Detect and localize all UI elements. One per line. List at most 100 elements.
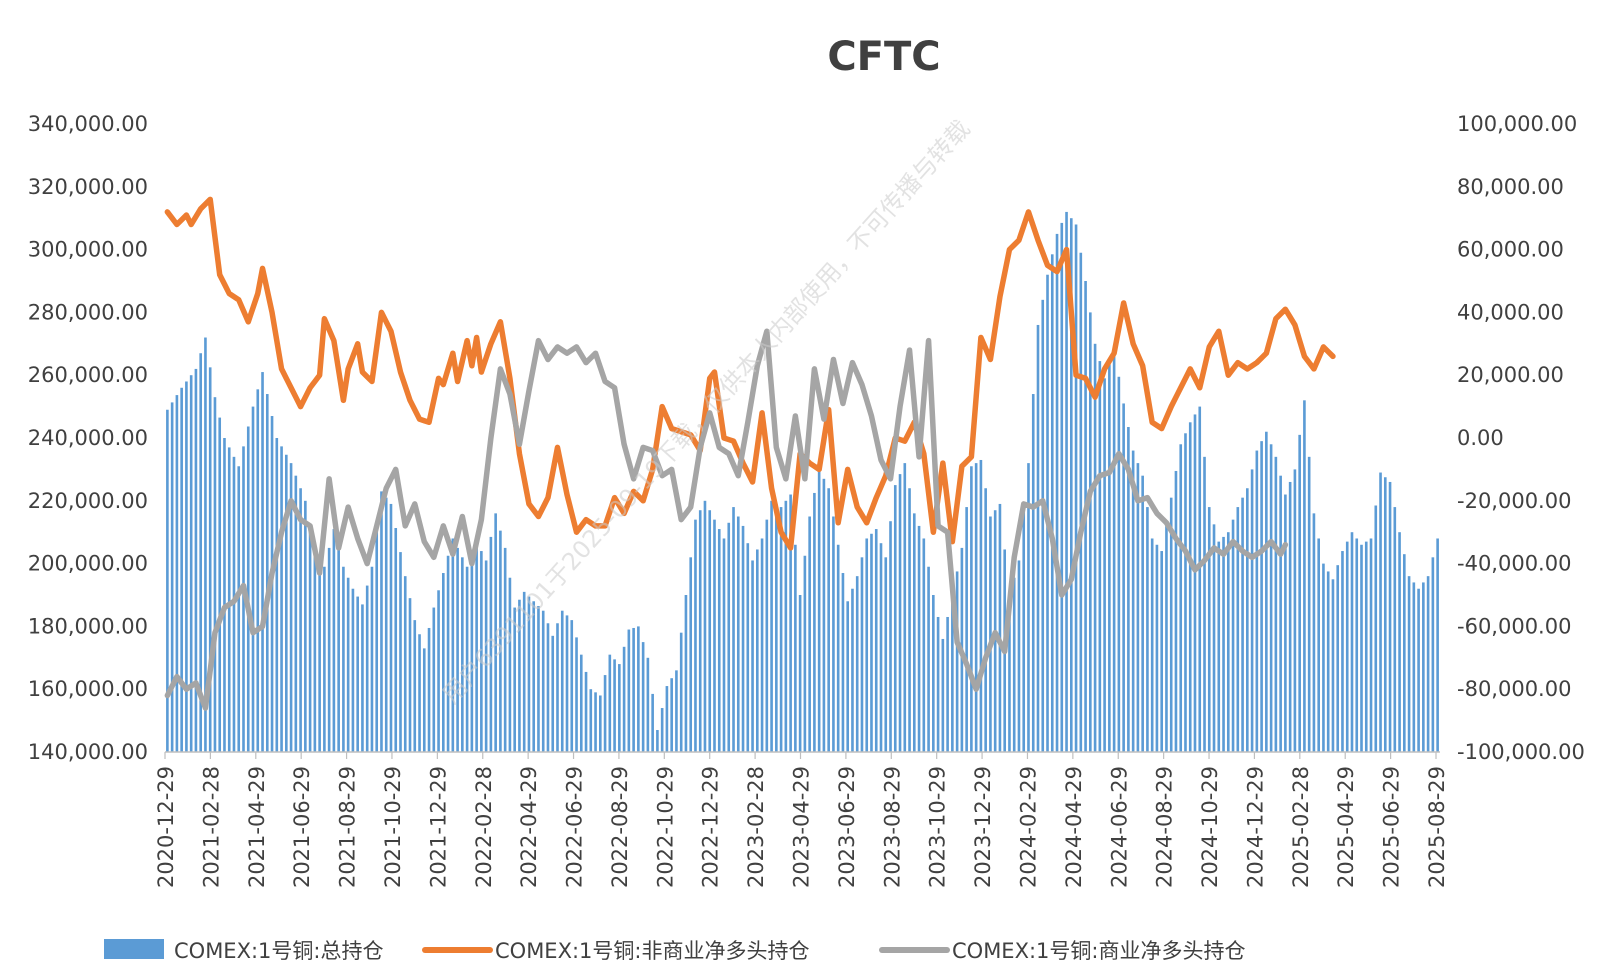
bar	[208, 367, 212, 752]
bar	[532, 601, 536, 752]
bar	[836, 544, 840, 752]
bar	[665, 686, 669, 752]
bar	[1426, 576, 1430, 752]
bar	[1412, 582, 1416, 752]
bar	[584, 671, 588, 752]
bar	[384, 497, 388, 752]
y-right-tick-label: 40,000.00	[1457, 300, 1564, 324]
x-tick-label: 2022-02-28	[472, 766, 496, 888]
bar	[879, 543, 883, 752]
bar	[1341, 551, 1344, 752]
bar	[1198, 406, 1202, 752]
legend-label: COMEX:1号铜:商业净多头持仓	[952, 939, 1245, 963]
bar	[736, 516, 740, 752]
bar	[1155, 544, 1159, 752]
bar	[251, 406, 255, 752]
x-tick-label: 2024-02-29	[1016, 766, 1040, 888]
bar	[632, 627, 635, 752]
bar	[1355, 538, 1359, 752]
bar	[694, 519, 697, 752]
x-tick-label: 2024-06-29	[1107, 766, 1131, 888]
y-right-tick-label: -80,000.00	[1457, 677, 1571, 701]
x-tick-label: 2022-10-29	[653, 766, 677, 888]
y-left-tick-label: 280,000.00	[28, 300, 148, 324]
bar	[1336, 565, 1340, 752]
bar	[756, 549, 759, 752]
bar	[1089, 312, 1092, 752]
bar	[865, 538, 869, 752]
bar	[1307, 456, 1311, 752]
y-right-tick-label: -20,000.00	[1457, 489, 1571, 513]
y-left-tick-label: 180,000.00	[28, 614, 148, 638]
bar	[1112, 350, 1116, 752]
bar	[170, 402, 174, 752]
bar	[1207, 507, 1211, 752]
bar	[803, 555, 807, 752]
bar	[323, 566, 326, 752]
bar	[851, 588, 854, 752]
x-tick-label: 2022-04-29	[517, 766, 541, 888]
bar	[418, 634, 421, 752]
bar	[1203, 456, 1206, 752]
bar	[394, 528, 398, 752]
chart-title: CFTC	[827, 34, 940, 80]
bar	[1160, 551, 1163, 752]
bar	[1312, 513, 1316, 752]
bar	[494, 513, 497, 752]
bar	[1169, 497, 1173, 752]
bar	[1403, 554, 1406, 752]
bar	[751, 560, 754, 752]
bar	[1350, 532, 1354, 752]
bar	[784, 500, 788, 752]
bar	[370, 566, 374, 752]
y-left-tick-label: 160,000.00	[28, 677, 148, 701]
bar	[408, 598, 412, 752]
bar	[1131, 450, 1135, 752]
bar	[1060, 222, 1064, 752]
line-series	[164, 196, 1336, 711]
x-tick-label: 2021-12-29	[426, 766, 450, 888]
bar	[356, 596, 359, 752]
bar	[1008, 595, 1011, 752]
bar	[594, 692, 597, 752]
bar	[346, 577, 350, 752]
bar	[537, 605, 540, 752]
bar	[1345, 541, 1349, 752]
bar	[1322, 563, 1325, 752]
bar	[713, 519, 716, 752]
bar	[327, 547, 331, 752]
bar	[294, 475, 298, 752]
bar	[1065, 211, 1068, 753]
bar	[703, 500, 707, 752]
bar	[827, 488, 830, 752]
bar	[622, 646, 626, 752]
bar	[860, 557, 864, 752]
bar	[1241, 497, 1244, 752]
bar	[855, 576, 859, 752]
bar	[399, 552, 402, 752]
x-tick-label: 2022-08-29	[608, 766, 632, 888]
bar	[727, 522, 731, 752]
legend-swatch	[104, 939, 164, 959]
bar	[670, 678, 673, 752]
bar	[1326, 571, 1330, 752]
bar	[308, 524, 312, 752]
bar	[927, 566, 930, 752]
x-tick-label: 2024-04-29	[1062, 766, 1086, 888]
y-right-tick-label: -40,000.00	[1457, 552, 1571, 576]
bar	[456, 547, 459, 752]
bar	[579, 654, 583, 752]
bar	[189, 375, 193, 752]
commercial-net-long-line	[164, 328, 1289, 711]
bar	[874, 529, 878, 752]
bar	[1222, 536, 1225, 752]
legend-label: COMEX:1号铜:总持仓	[174, 939, 383, 963]
bar	[1217, 541, 1221, 752]
bar	[1212, 524, 1216, 752]
bar	[375, 529, 379, 752]
bar	[427, 627, 431, 752]
bar	[1317, 538, 1320, 752]
noncommercial-net-long-line	[164, 196, 1336, 551]
bar	[1246, 488, 1249, 752]
x-tick-label: 2021-02-28	[199, 766, 223, 888]
